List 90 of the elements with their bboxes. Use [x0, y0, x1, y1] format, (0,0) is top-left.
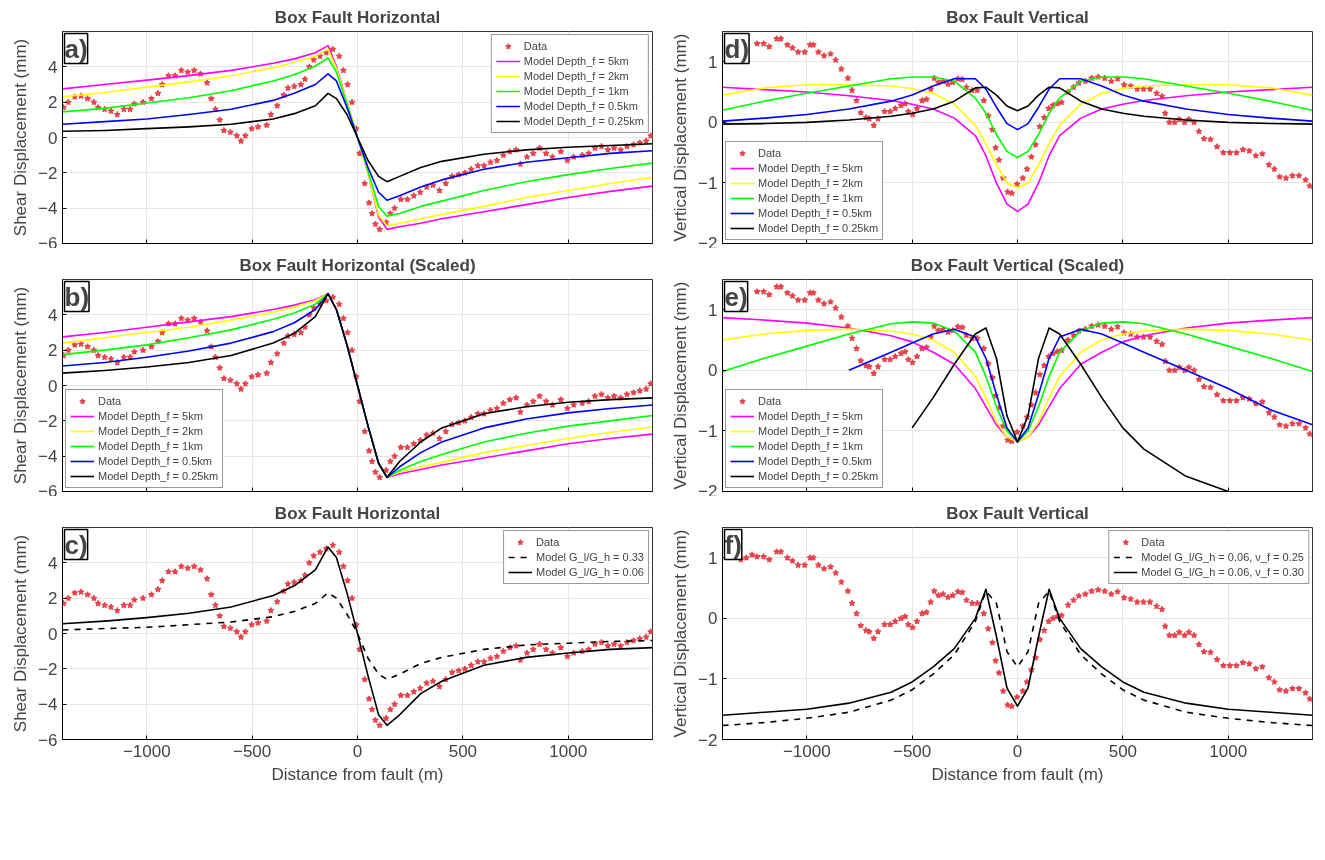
legend-label: Model Depth_f = 0.25km [758, 221, 879, 235]
y-tick-label: −2 [38, 659, 58, 679]
legend-label: Model Depth_f = 0.5km [758, 206, 873, 220]
legend-label: Model Depth_f = 5km [758, 161, 863, 175]
legend-label: Model G_l/G_h = 0.33 [536, 550, 644, 564]
y-tick-label: −2 [698, 481, 718, 501]
y-tick-label: −1 [698, 669, 718, 689]
x-tick-label: −1000 [122, 741, 171, 761]
legend-label: Model Depth_f = 0.5km [523, 99, 638, 113]
legend-label: Model Depth_f = 2km [98, 424, 203, 438]
annotation: d) [724, 33, 750, 64]
x-tick-label: 1000 [1209, 741, 1248, 761]
legend-label: Model Depth_f = 1km [523, 84, 629, 98]
annotation: a) [64, 33, 88, 64]
y-tick-label: 4 [48, 57, 58, 77]
legend-label: Model Depth_f = 2km [523, 69, 629, 83]
legend-label: Data [1141, 535, 1165, 549]
legend-label: Model Depth_f = 5km [98, 409, 203, 423]
y-tick-label: −6 [38, 730, 58, 750]
legend-label: Model Depth_f = 1km [758, 191, 863, 205]
chart-title: Box Fault Horizontal [274, 7, 441, 27]
y-tick-label: −6 [38, 233, 58, 253]
y-tick-label: 0 [48, 376, 58, 396]
y-tick-label: −2 [698, 730, 718, 750]
y-tick-label: −4 [38, 447, 58, 467]
legend-label: Model Depth_f = 2km [758, 424, 863, 438]
legend-label: Data [758, 394, 782, 408]
x-tick-label: −500 [893, 741, 932, 761]
y-tick-label: −1 [698, 421, 718, 441]
annotation: c) [64, 529, 88, 560]
y-axis-title: Vertical Displacement (mm) [671, 281, 691, 490]
y-tick-label: −2 [38, 163, 58, 183]
legend-label: Model Depth_f = 0.5km [98, 454, 213, 468]
legend-label: Model Depth_f = 0.25km [523, 114, 644, 128]
legend-label: Data [523, 39, 548, 53]
x-tick-label: −500 [233, 741, 272, 761]
y-axis-title: Shear Displacement (mm) [11, 534, 31, 733]
x-tick-label: 0 [1012, 741, 1023, 761]
y-tick-label: 4 [48, 553, 58, 573]
y-tick-label: 4 [48, 305, 58, 325]
y-tick-label: 0 [708, 113, 718, 133]
y-axis-title: Shear Displacement (mm) [11, 286, 31, 485]
x-tick-label: 500 [1108, 741, 1138, 761]
annotation: f) [724, 529, 742, 560]
y-tick-label: −1 [698, 173, 718, 193]
y-tick-label: −4 [38, 199, 58, 219]
legend-label: Model Depth_f = 1km [98, 439, 203, 453]
legend-label: Data [98, 394, 122, 408]
legend-label: Model Depth_f = 0.25km [98, 469, 219, 483]
y-tick-label: 0 [48, 624, 58, 644]
y-tick-label: −6 [38, 481, 58, 501]
x-axis-title: Distance from fault (m) [931, 764, 1104, 784]
y-tick-label: 1 [708, 548, 718, 568]
y-tick-label: 0 [708, 361, 718, 381]
legend-label: Model G_l/G_h = 0.06, ν_f = 0.30 [1141, 565, 1304, 579]
x-axis-title: Distance from fault (m) [271, 764, 444, 784]
x-tick-label: −1000 [782, 741, 831, 761]
y-tick-label: 0 [708, 609, 718, 629]
chart-title: Box Fault Vertical [946, 7, 1089, 27]
y-tick-label: −4 [38, 695, 58, 715]
legend-label: Model Depth_f = 0.5km [758, 454, 873, 468]
chart-title: Box Fault Horizontal [274, 503, 441, 523]
legend-label: Model G_l/G_h = 0.06, ν_f = 0.25 [1141, 550, 1304, 564]
y-tick-label: 2 [48, 93, 58, 113]
annotation: e) [724, 281, 748, 312]
y-axis-title: Vertical Displacement (mm) [671, 33, 691, 242]
chart-title: Box Fault Horizontal (Scaled) [239, 255, 476, 275]
chart-title: Box Fault Vertical [946, 503, 1089, 523]
annotation: b) [64, 281, 90, 312]
y-tick-label: 2 [48, 341, 58, 361]
x-tick-label: 0 [352, 741, 363, 761]
chart-title: Box Fault Vertical (Scaled) [910, 255, 1125, 275]
y-tick-label: 1 [708, 52, 718, 72]
y-axis-title: Shear Displacement (mm) [11, 38, 31, 237]
legend-label: Model Depth_f = 0.25km [758, 469, 879, 483]
legend-label: Model G_l/G_h = 0.06 [536, 565, 644, 579]
y-axis-title: Vertical Displacement (mm) [671, 529, 691, 738]
legend-label: Data [758, 146, 782, 160]
y-tick-label: 2 [48, 589, 58, 609]
legend-label: Data [536, 535, 560, 549]
legend-label: Model Depth_f = 5km [523, 54, 629, 68]
y-tick-label: 0 [48, 128, 58, 148]
legend-label: Model Depth_f = 1km [758, 439, 863, 453]
y-tick-label: 1 [708, 300, 718, 320]
legend-label: Model Depth_f = 5km [758, 409, 863, 423]
y-tick-label: −2 [38, 411, 58, 431]
x-tick-label: 1000 [549, 741, 588, 761]
legend-label: Model Depth_f = 2km [758, 176, 863, 190]
y-tick-label: −2 [698, 233, 718, 253]
x-tick-label: 500 [448, 741, 478, 761]
